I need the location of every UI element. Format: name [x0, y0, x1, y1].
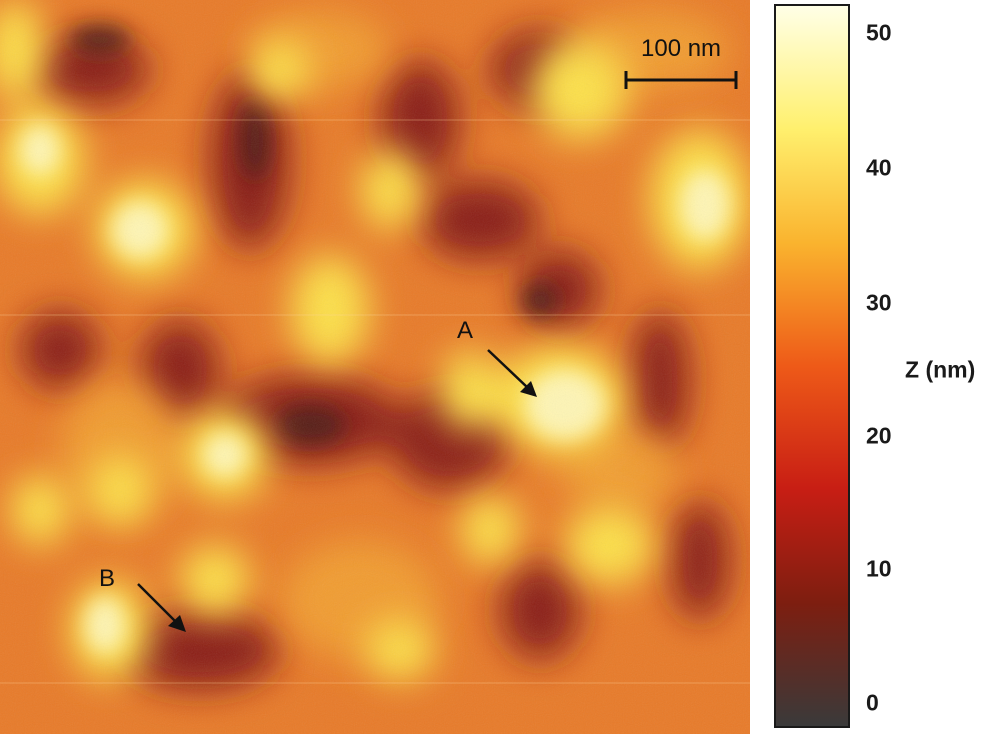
colorbar-title: Z (nm) [905, 356, 976, 383]
colorbar-tick-20: 20 [866, 422, 892, 449]
marker-b: B [99, 565, 186, 632]
colorbar-tick-50: 50 [866, 19, 892, 46]
afm-height-map: 100 nm A B [0, 0, 750, 734]
colorbar-tick-0: 0 [866, 689, 879, 716]
colorbar-tick-40: 40 [866, 154, 892, 181]
marker-b-label: B [99, 565, 115, 592]
color-scale-bar [774, 4, 850, 728]
marker-a-label: A [457, 317, 473, 344]
colorbar-tick-30: 30 [866, 289, 892, 316]
colorbar-tick-10: 10 [866, 555, 892, 582]
scale-bar: 100 nm [624, 35, 738, 89]
scale-bar-label: 100 nm [641, 35, 721, 62]
marker-a: A [457, 317, 537, 397]
